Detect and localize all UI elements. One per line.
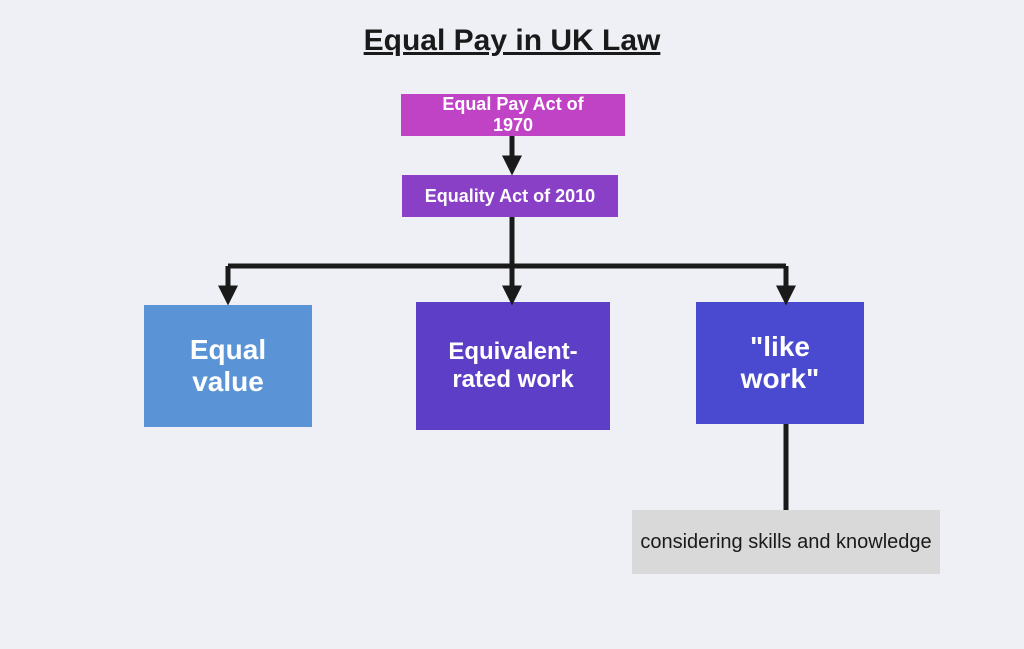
node-act-1970: Equal Pay Act of 1970 xyxy=(401,94,625,136)
node-like-work: "like work" xyxy=(696,302,864,424)
caption-considering-skills: considering skills and knowledge xyxy=(632,510,940,574)
node-equivalent-rated-work: Equivalent-rated work xyxy=(416,302,610,430)
diagram-title: Equal Pay in UK Law xyxy=(364,24,661,58)
node-equal-value: Equal value xyxy=(144,305,312,427)
node-act-2010: Equality Act of 2010 xyxy=(402,175,618,217)
